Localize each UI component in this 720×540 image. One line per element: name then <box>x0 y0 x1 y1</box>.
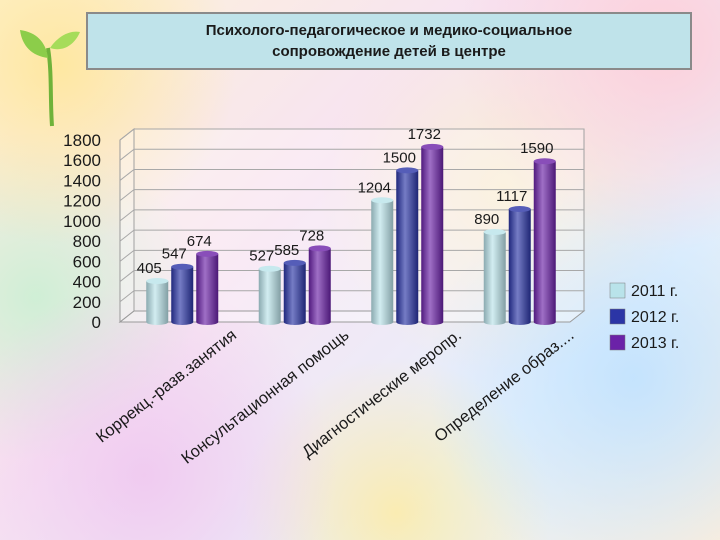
y-tick-label: 1000 <box>63 212 101 231</box>
value-label: 674 <box>187 233 212 250</box>
value-label: 527 <box>249 248 274 265</box>
chart-bars <box>146 143 556 325</box>
value-label: 1590 <box>520 140 553 157</box>
legend-item: 2013 г. <box>609 334 679 352</box>
chart-legend: 2011 г. 2012 г. 2013 г. <box>609 282 679 352</box>
bar-top <box>371 197 394 204</box>
chart-title-line2: сопровождение детей в центре <box>272 43 506 60</box>
bar-2-4 <box>508 206 531 325</box>
bar-body <box>171 266 194 325</box>
value-label: 890 <box>474 211 499 228</box>
legend-label: 2013 г. <box>631 335 679 352</box>
value-label: 547 <box>162 246 187 263</box>
bar-top <box>258 265 281 272</box>
bar-3-4 <box>533 158 556 325</box>
y-tick-label: 800 <box>73 232 101 251</box>
bar-2-3 <box>396 167 419 325</box>
bar-3-1 <box>196 250 219 325</box>
y-tick-label: 600 <box>73 252 101 271</box>
bar-top <box>146 278 169 285</box>
value-label: 728 <box>299 227 324 244</box>
bar-body <box>371 200 394 325</box>
legend-swatch <box>609 282 626 299</box>
legend-swatch <box>609 334 626 351</box>
bar-top <box>171 263 194 270</box>
bar-top <box>533 158 556 165</box>
y-tick-label: 0 <box>92 313 101 332</box>
legend-swatch <box>609 308 626 325</box>
value-label: 1732 <box>408 126 441 143</box>
bar-top <box>483 229 506 236</box>
bar-top <box>396 167 419 174</box>
bar-top <box>283 259 306 266</box>
bar-1-4 <box>483 229 506 325</box>
legend-item: 2011 г. <box>609 282 678 300</box>
legend-label: 2011 г. <box>631 283 678 300</box>
bar-1-3 <box>371 197 394 325</box>
bar-3-2 <box>308 245 331 325</box>
value-label: 1117 <box>496 188 527 205</box>
value-label: 405 <box>137 260 162 277</box>
value-label: 1204 <box>358 179 391 196</box>
bar-top <box>508 206 531 213</box>
y-tick-label: 1400 <box>63 171 101 190</box>
bar-2-1 <box>171 263 194 325</box>
bar-top <box>196 250 219 257</box>
bar-body <box>258 268 281 325</box>
y-tick-label: 200 <box>73 293 101 312</box>
bar-body <box>508 209 531 325</box>
bar-1-2 <box>258 265 281 325</box>
y-tick-label: 1600 <box>63 151 101 170</box>
bar-body <box>283 262 306 325</box>
bar-body <box>533 161 556 325</box>
y-tick-label: 1800 <box>63 131 101 150</box>
bar-body <box>308 248 331 325</box>
legend-label: 2012 г. <box>631 309 679 326</box>
legend-item: 2012 г. <box>609 308 679 326</box>
value-label: 585 <box>274 242 299 259</box>
chart-floor <box>118 310 586 323</box>
title-box: Психолого-педагогическое и медико-социал… <box>86 12 692 70</box>
y-tick-label: 400 <box>73 273 101 292</box>
bar-1-1 <box>146 278 169 325</box>
bar-body <box>196 253 219 325</box>
bar-3-3 <box>421 143 444 325</box>
gridline <box>119 128 584 141</box>
sprout-decoration <box>20 30 80 127</box>
bar-top <box>308 245 331 252</box>
bar-body <box>396 170 419 325</box>
y-tick-label: 1200 <box>63 192 101 211</box>
bar-body <box>421 146 444 325</box>
value-label: 1500 <box>383 149 416 166</box>
bar-body <box>146 281 169 325</box>
bar-2-2 <box>283 259 306 325</box>
bar-body <box>483 232 506 325</box>
bar-top <box>421 143 444 150</box>
chart-title-line1: Психолого-педагогическое и медико-социал… <box>205 22 573 39</box>
